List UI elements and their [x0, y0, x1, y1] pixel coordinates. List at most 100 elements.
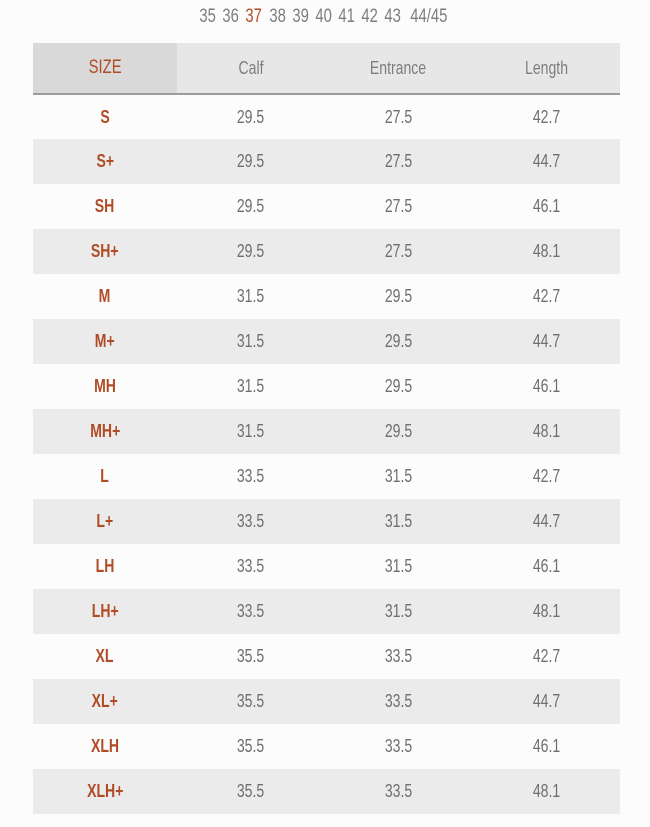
- row-value: 46.1: [532, 736, 560, 756]
- size-option-40[interactable]: 40: [313, 6, 334, 28]
- row-value-cell: 42.7: [472, 94, 620, 139]
- row-value-cell: 31.5: [325, 499, 473, 544]
- table-row: M+ 31.5 29.5 44.7: [33, 319, 620, 364]
- row-value: 29.5: [384, 421, 413, 441]
- size-option-37[interactable]: 37: [243, 6, 264, 28]
- row-value-cell: 42.7: [472, 634, 620, 679]
- row-size-cell: M: [33, 274, 177, 319]
- table-row: LH 33.5 31.5 46.1: [33, 544, 620, 589]
- row-value-cell: 46.1: [472, 184, 620, 229]
- row-value-cell: 33.5: [325, 679, 473, 724]
- row-value: 44.7: [532, 151, 560, 171]
- row-size-cell: M+: [33, 319, 177, 364]
- row-size-label: XLH+: [86, 781, 124, 801]
- row-size-cell: XL+: [33, 679, 177, 724]
- table-row: XL+ 35.5 33.5 44.7: [33, 679, 620, 724]
- row-size-cell: LH: [33, 544, 177, 589]
- row-size-label: XL+: [91, 691, 118, 711]
- header-length-label: Length: [524, 57, 568, 78]
- row-value: 44.7: [532, 511, 560, 531]
- row-value-cell: 29.5: [177, 184, 325, 229]
- row-size-label: S: [100, 106, 110, 127]
- row-value: 29.5: [384, 376, 413, 396]
- size-option-label: 42: [361, 6, 378, 27]
- table-row: XL 35.5 33.5 42.7: [33, 634, 620, 679]
- row-value-cell: 31.5: [325, 544, 473, 589]
- size-option-label: 44/45: [410, 6, 448, 27]
- size-option-42[interactable]: 42: [359, 6, 380, 28]
- size-table-body: S 29.5 27.5 42.7 S+ 29.5 27.5 44.7 SH 29.5 27.5 46.…: [33, 94, 620, 814]
- row-value-cell: 46.1: [472, 544, 620, 589]
- row-size-label: SH+: [91, 241, 119, 261]
- row-value: 31.5: [384, 556, 413, 576]
- row-value: 48.1: [532, 601, 560, 621]
- row-value-cell: 35.5: [177, 769, 325, 814]
- row-size-cell: MH: [33, 364, 177, 409]
- row-value: 48.1: [532, 781, 560, 801]
- row-value-cell: 46.1: [472, 364, 620, 409]
- row-size-label: M+: [94, 331, 115, 351]
- row-value: 31.5: [384, 466, 413, 486]
- row-value: 33.5: [384, 691, 413, 711]
- row-value-cell: 31.5: [177, 409, 325, 454]
- row-size-cell: LH+: [33, 589, 177, 634]
- row-size-label: MH: [93, 376, 116, 396]
- size-option-44-45[interactable]: 44/45: [405, 6, 453, 28]
- row-value-cell: 35.5: [177, 679, 325, 724]
- size-option-43[interactable]: 43: [382, 6, 403, 28]
- size-option-41[interactable]: 41: [336, 6, 357, 28]
- row-value: 31.5: [384, 511, 413, 531]
- row-value: 33.5: [236, 466, 265, 486]
- row-value: 46.1: [532, 376, 560, 396]
- table-row: LH+ 33.5 31.5 48.1: [33, 589, 620, 634]
- row-value-cell: 42.7: [472, 454, 620, 499]
- size-chart: SIZE Calf Entrance Length S 29.5 27.5 42.7 S…: [33, 43, 620, 814]
- row-size-cell: S+: [33, 139, 177, 184]
- row-value-cell: 31.5: [177, 364, 325, 409]
- size-option-39[interactable]: 39: [290, 6, 311, 28]
- row-value-cell: 27.5: [325, 94, 473, 139]
- row-size-cell: S: [33, 94, 177, 139]
- row-value: 29.5: [236, 196, 265, 216]
- row-value: 33.5: [384, 781, 413, 801]
- row-value: 46.1: [532, 196, 560, 216]
- row-size-cell: XL: [33, 634, 177, 679]
- row-size-label: S+: [96, 151, 114, 171]
- header-entrance-label: Entrance: [370, 57, 427, 78]
- size-option-36[interactable]: 36: [220, 6, 241, 28]
- size-option-38[interactable]: 38: [267, 6, 288, 28]
- row-value-cell: 44.7: [472, 319, 620, 364]
- row-value-cell: 31.5: [177, 274, 325, 319]
- size-option-label: 38: [268, 6, 286, 27]
- row-value: 29.5: [236, 106, 265, 127]
- row-value-cell: 29.5: [177, 94, 325, 139]
- row-value-cell: 48.1: [472, 589, 620, 634]
- row-value-cell: 33.5: [177, 454, 325, 499]
- row-value: 31.5: [236, 331, 265, 351]
- size-option-35[interactable]: 35: [197, 6, 218, 28]
- row-value-cell: 27.5: [325, 184, 473, 229]
- row-value: 31.5: [236, 376, 265, 396]
- table-row: SH+ 29.5 27.5 48.1: [33, 229, 620, 274]
- row-value: 31.5: [384, 601, 413, 621]
- table-row: L 33.5 31.5 42.7: [33, 454, 620, 499]
- row-value-cell: 35.5: [177, 634, 325, 679]
- row-size-label: L+: [96, 511, 114, 531]
- row-value-cell: 48.1: [472, 409, 620, 454]
- row-size-cell: XLH: [33, 724, 177, 769]
- size-table: SIZE Calf Entrance Length S 29.5 27.5 42.7 S…: [33, 43, 620, 814]
- table-row: MH 31.5 29.5 46.1: [33, 364, 620, 409]
- row-value-cell: 48.1: [472, 229, 620, 274]
- row-value: 29.5: [384, 331, 413, 351]
- row-value: 29.5: [236, 241, 265, 261]
- table-row: L+ 33.5 31.5 44.7: [33, 499, 620, 544]
- row-value-cell: 33.5: [325, 634, 473, 679]
- row-value: 35.5: [236, 646, 265, 666]
- row-value-cell: 48.1: [472, 769, 620, 814]
- table-row: SH 29.5 27.5 46.1: [33, 184, 620, 229]
- table-row: XLH 35.5 33.5 46.1: [33, 724, 620, 769]
- row-value: 27.5: [384, 106, 413, 127]
- row-value: 29.5: [384, 286, 413, 306]
- row-value-cell: 33.5: [325, 724, 473, 769]
- size-option-label: 43: [384, 6, 402, 27]
